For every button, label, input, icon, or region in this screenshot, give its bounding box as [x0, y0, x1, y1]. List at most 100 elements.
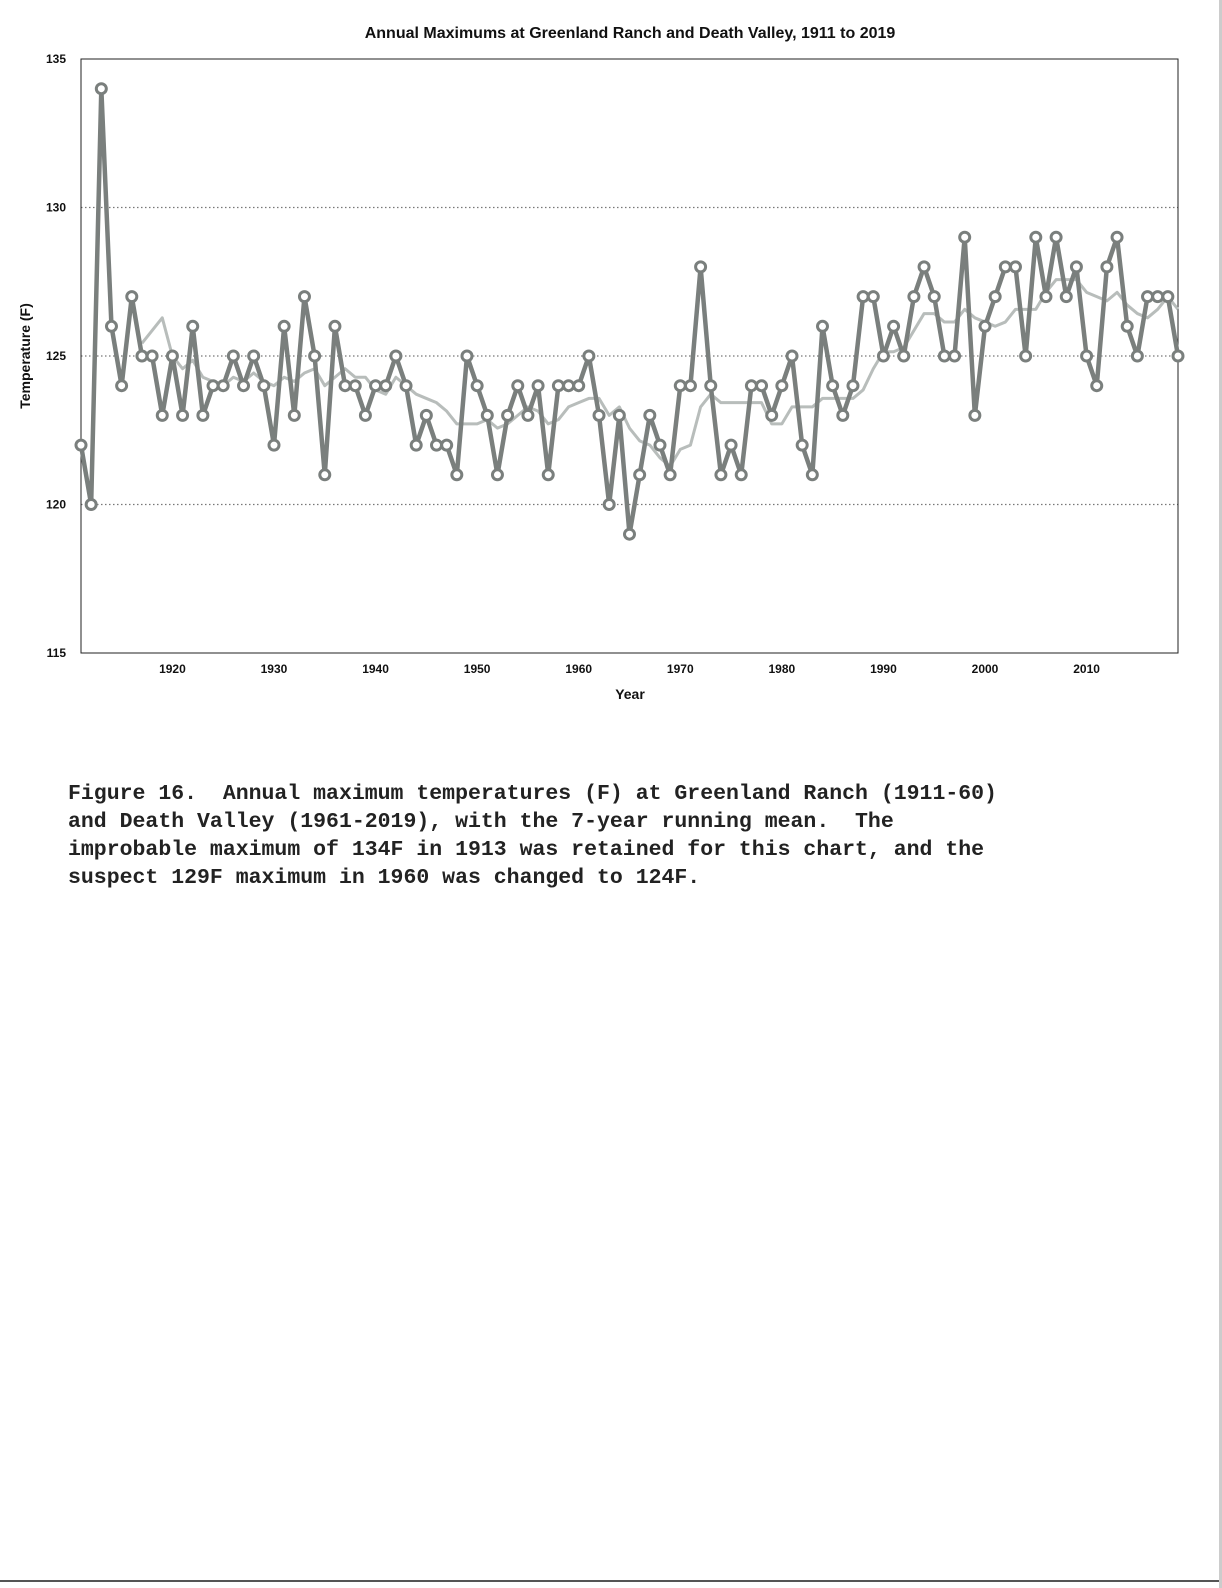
data-point-1926	[226, 349, 240, 363]
data-point-1989	[866, 290, 880, 304]
data-point-1999	[968, 408, 982, 422]
data-point-1932	[287, 408, 301, 422]
data-point-1948	[450, 468, 464, 482]
x-tick-label: 2010	[1073, 662, 1100, 676]
data-point-1952	[490, 468, 504, 482]
data-point-1968	[653, 438, 667, 452]
data-point-1998	[958, 230, 972, 244]
data-point-2005	[1029, 230, 1043, 244]
data-point-1928	[247, 349, 261, 363]
data-point-1919	[155, 408, 169, 422]
data-point-1950	[470, 379, 484, 393]
data-point-1995	[927, 290, 941, 304]
data-point-1940	[369, 379, 383, 393]
chart-title: Annual Maximums at Greenland Ranch and D…	[365, 25, 896, 42]
data-point-2014	[1120, 319, 1134, 333]
data-point-1988	[856, 290, 870, 304]
x-tick-label: 1920	[159, 662, 186, 676]
data-point-1986	[836, 408, 850, 422]
data-point-1918	[145, 349, 159, 363]
x-tick-label: 1970	[667, 662, 694, 676]
data-point-1970	[673, 379, 687, 393]
data-point-1973	[704, 379, 718, 393]
data-point-1961	[582, 349, 596, 363]
data-point-1949	[460, 349, 474, 363]
data-point-1983	[805, 468, 819, 482]
data-point-1942	[389, 349, 403, 363]
data-point-2006	[1039, 290, 1053, 304]
data-point-1925	[216, 379, 230, 393]
data-point-1935	[318, 468, 332, 482]
data-point-1947	[440, 438, 454, 452]
data-point-2009	[1069, 260, 1083, 274]
x-tick-label: 1980	[769, 662, 796, 676]
data-point-1933	[297, 290, 311, 304]
y-tick-label: 115	[47, 646, 67, 660]
data-point-1997	[948, 349, 962, 363]
data-point-1960	[572, 379, 586, 393]
x-tick-label: 1960	[565, 662, 592, 676]
data-point-1939	[358, 408, 372, 422]
data-point-2010	[1080, 349, 1094, 363]
data-point-1956	[531, 379, 545, 393]
data-point-1937	[338, 379, 352, 393]
data-point-1966	[633, 468, 647, 482]
data-point-1975	[724, 438, 738, 452]
data-point-1982	[795, 438, 809, 452]
data-point-1967	[643, 408, 657, 422]
figure-caption: Figure 16. Annual maximum temperatures (…	[68, 782, 997, 890]
data-point-2000	[978, 319, 992, 333]
data-point-1996	[937, 349, 951, 363]
y-tick-label: 125	[46, 349, 66, 363]
data-point-1987	[846, 379, 860, 393]
data-point-1936	[328, 319, 342, 333]
y-tick-label: 120	[46, 498, 66, 512]
data-point-2008	[1059, 290, 1073, 304]
data-point-1971	[683, 379, 697, 393]
data-point-1946	[430, 438, 444, 452]
data-point-1927	[237, 379, 251, 393]
data-point-2012	[1100, 260, 1114, 274]
data-point-2015	[1130, 349, 1144, 363]
data-point-2002	[998, 260, 1012, 274]
data-point-2013	[1110, 230, 1124, 244]
data-point-1913	[94, 82, 108, 96]
page-bottom-rule	[0, 1580, 1219, 1582]
data-point-2017	[1151, 290, 1165, 304]
data-point-2016	[1141, 290, 1155, 304]
data-point-1958	[551, 379, 565, 393]
data-point-1917	[135, 349, 149, 363]
data-point-2004	[1019, 349, 1033, 363]
y-axis-label: Temperature (F)	[17, 303, 33, 409]
data-point-1962	[592, 408, 606, 422]
data-point-2003	[1008, 260, 1022, 274]
x-tick-label: 1930	[261, 662, 288, 676]
data-point-1980	[775, 379, 789, 393]
data-point-1963	[602, 498, 616, 511]
data-point-1941	[379, 379, 393, 393]
data-point-1984	[815, 319, 829, 333]
data-point-1976	[734, 468, 748, 482]
data-point-1920	[165, 349, 179, 363]
data-point-1979	[765, 408, 779, 422]
data-point-1930	[267, 438, 281, 452]
page-edge	[1219, 0, 1222, 1588]
data-point-2001	[988, 290, 1002, 304]
data-point-1943	[399, 379, 413, 393]
data-point-1974	[714, 468, 728, 482]
data-point-1951	[480, 408, 494, 422]
data-point-1972	[694, 260, 708, 274]
data-point-1965	[623, 527, 636, 541]
data-point-1944	[409, 438, 423, 452]
data-point-1929	[257, 379, 271, 393]
data-point-1955	[521, 408, 535, 422]
data-point-1914	[104, 319, 118, 333]
data-point-1911	[74, 438, 88, 452]
data-point-1953	[501, 408, 515, 422]
data-point-1969	[663, 468, 677, 482]
data-point-1921	[176, 408, 190, 422]
data-point-1993	[907, 290, 921, 304]
data-point-1990	[876, 349, 890, 363]
x-tick-label: 1940	[362, 662, 389, 676]
data-point-1954	[511, 379, 525, 393]
